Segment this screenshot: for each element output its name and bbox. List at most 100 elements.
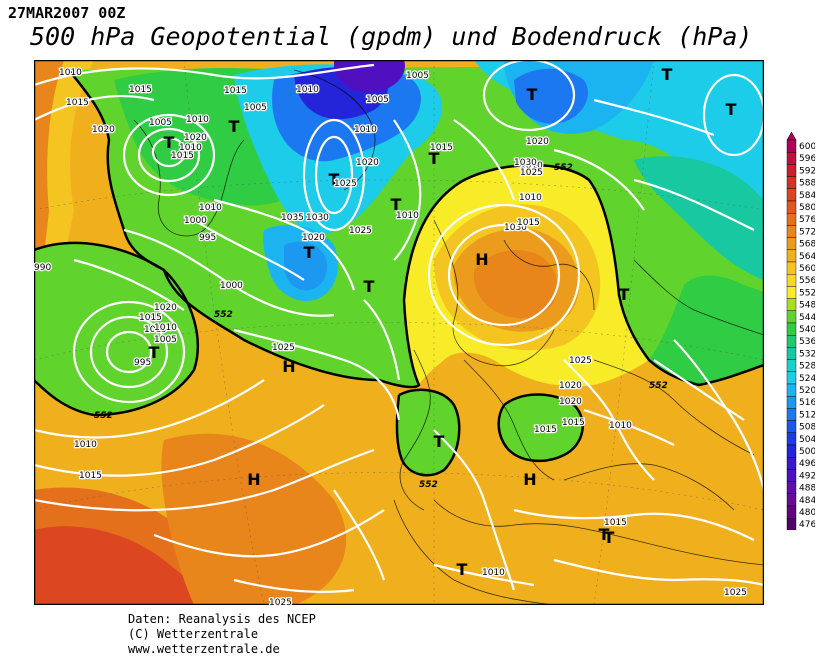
legend-label: 552 [799, 288, 815, 298]
legend-label: 568 [799, 240, 815, 250]
low-pressure-marker: T [304, 243, 315, 262]
legend-label: 560 [799, 264, 815, 274]
legend-label: 528 [799, 362, 815, 372]
isobar-label: 1015 [79, 471, 102, 481]
legend-label: 496 [799, 459, 815, 469]
isobar-label: 1025 [569, 356, 592, 366]
isobar-label: 1015 [224, 86, 247, 96]
isobar-label: 1010 [74, 440, 97, 450]
legend-swatch [786, 139, 797, 153]
low-pressure-marker: T [527, 85, 538, 104]
legend-swatch [786, 310, 797, 324]
legend-swatch [786, 200, 797, 214]
low-pressure-marker: T [726, 100, 737, 119]
legend-label: 480 [799, 508, 815, 518]
low-pressure-marker: T [434, 432, 445, 451]
high-pressure-marker: H [523, 470, 536, 489]
legend-label: 584 [799, 191, 815, 201]
legend-label: 564 [799, 252, 815, 262]
legend-swatch [786, 371, 797, 385]
isobar-label: 1015 [562, 418, 585, 428]
legend-label: 508 [799, 423, 815, 433]
isobar-label: 1005 [406, 71, 429, 81]
legend-label: 544 [799, 313, 815, 323]
isobar-label: 1035 [281, 213, 304, 223]
isobar-label: 1000 [184, 216, 207, 226]
isobar-label: 1010 [482, 568, 505, 578]
isobar-label: 1015 [144, 325, 167, 335]
low-pressure-marker: T [619, 285, 630, 304]
legend-swatch [786, 164, 797, 177]
isobar-label: 995 [199, 233, 216, 243]
isobar-label: 1015 [139, 313, 162, 323]
isobar-label: 1015 [534, 425, 557, 435]
isobar-label: 1010 [179, 143, 202, 153]
legend-label: 592 [799, 166, 815, 176]
low-pressure-marker: T [604, 528, 615, 547]
isobar-label: 995 [134, 358, 151, 368]
legend-swatch [786, 444, 797, 458]
isobar-label: 1005 [366, 95, 389, 105]
isobar-label: 1020 [92, 125, 115, 135]
legend-label: 556 [799, 276, 815, 286]
legend-label: 484 [799, 496, 815, 506]
legend-swatch [786, 237, 797, 250]
legend-swatch [786, 469, 797, 482]
legend-swatch [786, 432, 797, 446]
isobar-label: 1020 [356, 158, 379, 168]
contour-552-label: 552 [94, 411, 113, 421]
isobar-label: 1025 [349, 226, 372, 236]
legend-swatch [786, 298, 797, 312]
isobar-label: 1020 [184, 133, 207, 143]
legend-swatch [786, 347, 797, 360]
legend-label: 492 [799, 471, 815, 481]
low-pressure-marker: T [149, 343, 160, 362]
isobar-label: 1015 [129, 85, 152, 95]
legend-swatch [786, 176, 797, 189]
high-pressure-marker: H [282, 357, 295, 376]
low-pressure-marker: T [662, 65, 673, 84]
high-pressure-marker: H [475, 250, 488, 269]
isobar-label: 1030 [504, 223, 527, 233]
isobar-label: 1005 [149, 118, 172, 128]
credits: Daten: Reanalysis des NCEP (C) Wetterzen… [128, 612, 316, 657]
isobar-label: 1005 [154, 335, 177, 345]
low-pressure-marker: T [329, 170, 340, 189]
low-pressure-marker: T [229, 117, 240, 136]
low-pressure-marker: T [429, 149, 440, 168]
legend-swatch [786, 334, 797, 348]
credits-line-data: Daten: Reanalysis des NCEP [128, 612, 316, 626]
legend-label: 512 [799, 410, 815, 420]
legend-label: 548 [799, 301, 815, 311]
isobar-label: 1010 [520, 161, 543, 171]
isobar-label: 1010 [59, 68, 82, 78]
isobar-label: 1015 [430, 143, 453, 153]
legend-label: 516 [799, 398, 815, 408]
legend-label: 536 [799, 337, 815, 347]
legend-label: 588 [799, 179, 815, 189]
isobar-label: 1000 [220, 281, 243, 291]
legend-label: 600 [799, 142, 815, 152]
low-pressure-marker: T [391, 195, 402, 214]
credits-line-url: www.wetterzentrale.de [128, 642, 280, 656]
isobar-label: 1020 [559, 397, 582, 407]
isobar-label: 1010 [396, 211, 419, 221]
isobar-label: 1010 [296, 85, 319, 95]
isobar-label: 1010 [519, 193, 542, 203]
legend-swatch [786, 249, 797, 263]
legend-label: 532 [799, 349, 815, 359]
isobar-label: 1015 [171, 151, 194, 161]
legend-swatch [786, 505, 797, 519]
contour-552-label: 552 [214, 310, 233, 320]
legend-swatch [786, 152, 797, 165]
isobar-label: 1020 [559, 381, 582, 391]
legend-swatch [786, 261, 797, 275]
legend-swatch [786, 322, 797, 336]
isobar-label: 1010 [609, 421, 632, 431]
contour-552-label: 552 [649, 381, 668, 391]
low-pressure-marker: T [364, 277, 375, 296]
contour-552-label: 552 [419, 480, 438, 490]
contour-552-label: 552 [554, 163, 573, 173]
legend-label: 580 [799, 203, 815, 213]
legend-label: 520 [799, 386, 815, 396]
